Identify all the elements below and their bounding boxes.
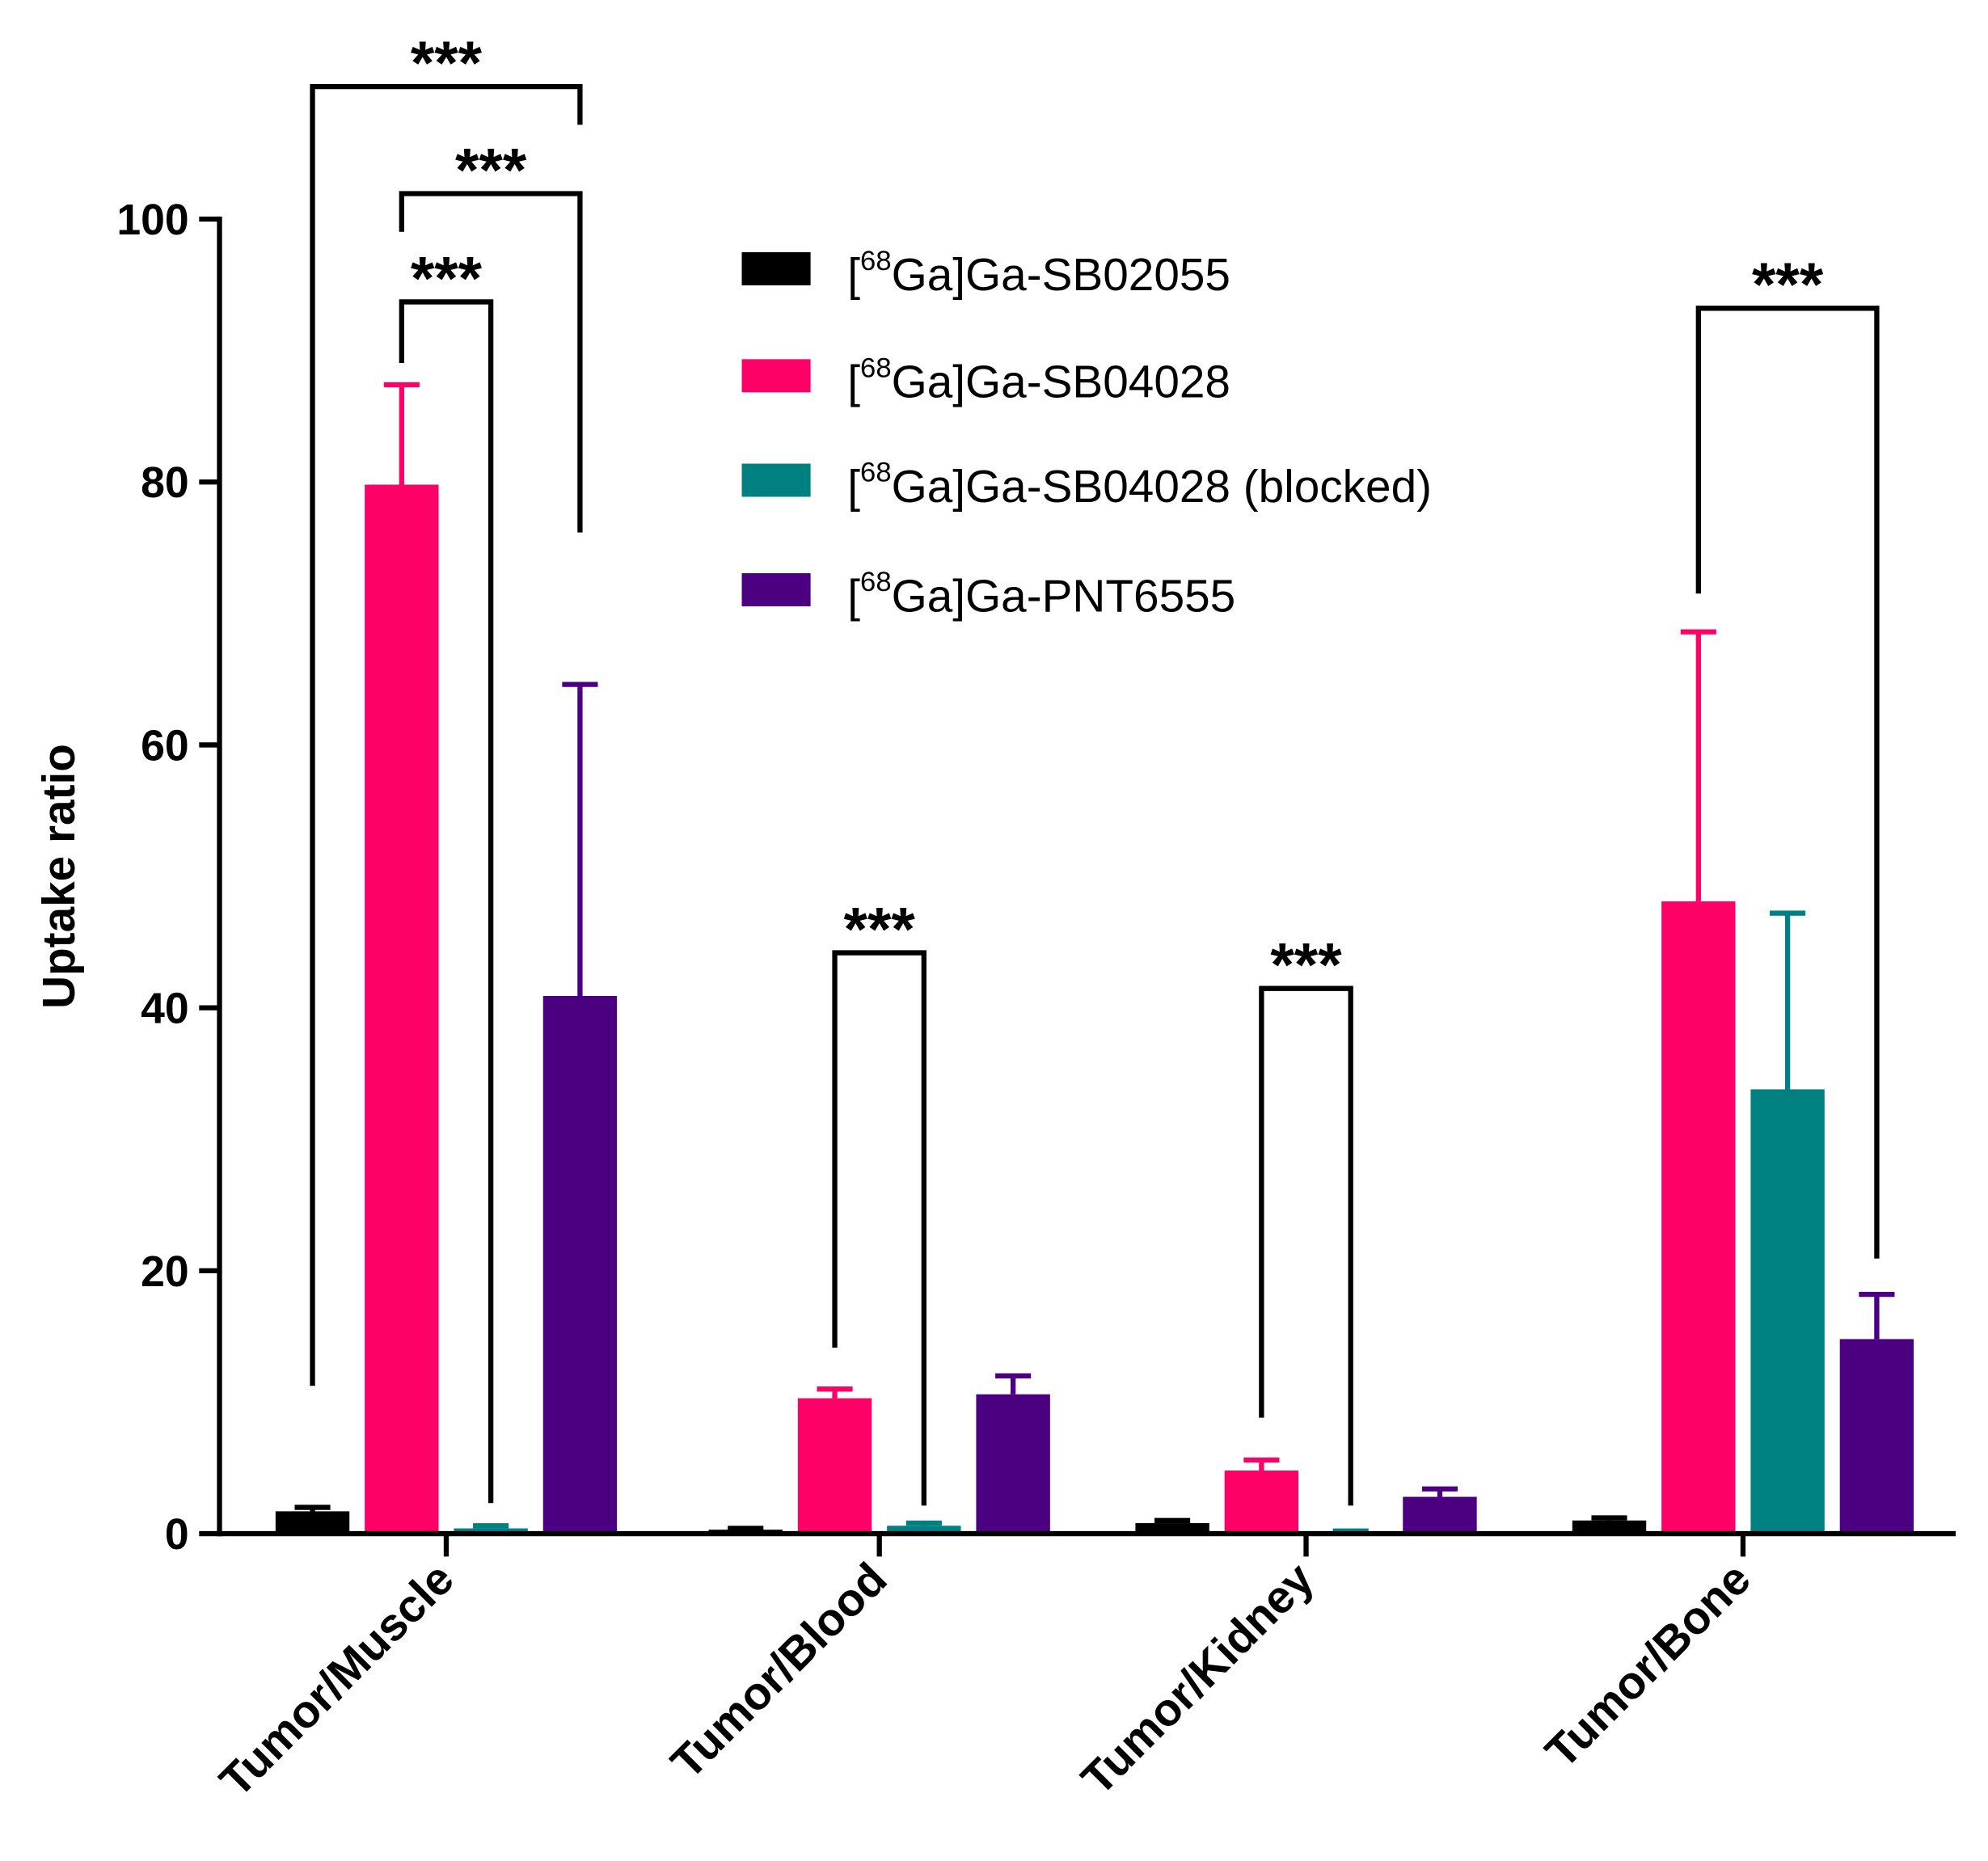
legend-swatch — [741, 251, 811, 285]
bar-3-2 — [1750, 1089, 1825, 1534]
bar-2-3 — [1403, 1496, 1477, 1534]
bar-3-1 — [1661, 901, 1736, 1534]
bar-2-1 — [1224, 1471, 1299, 1534]
x-tick-label: Tumor/Muscle — [210, 1554, 463, 1807]
y-tick-label: 20 — [141, 1248, 189, 1296]
legend: [68Ga]Ga-SB02055 [68Ga]Ga-SB04028 [68Ga]Ga… — [741, 246, 1432, 622]
y-tick-label: 100 — [116, 196, 188, 244]
bars — [275, 382, 1914, 1534]
y-tick-label: 0 — [165, 1511, 189, 1559]
bar-2-0 — [1135, 1523, 1209, 1534]
y-tick-label: 80 — [141, 459, 189, 507]
bar-0-0 — [275, 1511, 350, 1534]
significance-label: *** — [1752, 251, 1824, 319]
significance-bracket — [310, 83, 583, 1386]
y-tick-label: 40 — [141, 985, 189, 1033]
bar-3-0 — [1572, 1520, 1647, 1534]
legend-swatch — [741, 463, 811, 497]
significance-bracket — [1259, 985, 1353, 1506]
x-tick-label: Tumor/Blood — [661, 1554, 897, 1789]
x-tick-label: Tumor/Kidney — [1072, 1553, 1324, 1805]
significance-bracket — [399, 191, 583, 533]
y-tick-label: 60 — [141, 722, 189, 770]
legend-swatch — [741, 359, 811, 393]
significance-bracket — [399, 299, 494, 1504]
significance-label: *** — [1270, 932, 1342, 1000]
bar-1-2 — [887, 1526, 961, 1534]
y-axis-label: Uptake ratio — [34, 744, 85, 1009]
bar-1-1 — [797, 1398, 872, 1534]
significance-bracket — [832, 950, 926, 1506]
legend-label: [68Ga]Ga-PNT6555 — [847, 567, 1235, 622]
significance-label: *** — [455, 137, 527, 205]
legend-label: [68Ga]Ga-SB02055 — [847, 246, 1230, 301]
x-tick-label: Tumor/Bone — [1536, 1554, 1761, 1779]
significance-label: *** — [411, 30, 483, 98]
bar-0-2 — [454, 1528, 528, 1534]
legend-swatch — [741, 573, 811, 607]
bar-0-1 — [365, 484, 439, 1534]
significance-annotations: *** *** *** *** *** *** — [310, 30, 1880, 1506]
legend-label: [68Ga]Ga-SB04028 (blocked) — [847, 458, 1432, 513]
legend-label: [68Ga]Ga-SB04028 — [847, 352, 1230, 407]
significance-label: *** — [411, 245, 483, 313]
bar-0-3 — [542, 996, 618, 1534]
bar-1-3 — [976, 1394, 1050, 1534]
significance-bracket — [1695, 306, 1880, 1259]
bar-3-3 — [1839, 1339, 1914, 1534]
significance-label: *** — [844, 896, 916, 964]
